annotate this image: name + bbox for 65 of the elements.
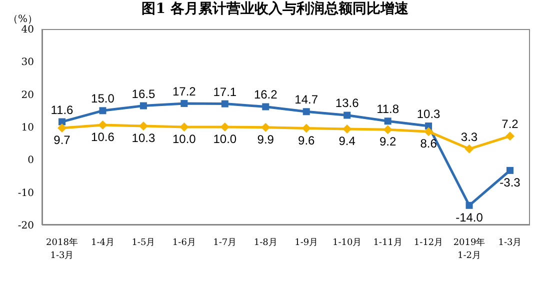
data-label: 10.3 — [416, 107, 441, 122]
point — [344, 112, 351, 119]
point — [425, 122, 432, 130]
data-label: 17.2 — [172, 84, 196, 98]
data-label: 9.7 — [54, 132, 71, 147]
point — [506, 166, 514, 174]
point — [506, 132, 514, 141]
x-tick-label: 1-7月 — [213, 238, 237, 248]
data-label: 11.8 — [376, 102, 400, 116]
data-label: 10.3 — [132, 131, 156, 146]
data-label: 9.9 — [257, 132, 274, 146]
y-tick-label: 30 — [21, 57, 34, 68]
point — [464, 144, 474, 154]
point — [140, 102, 147, 110]
x-tick-label: 1-3月 — [498, 238, 522, 248]
data-label: 9.2 — [379, 134, 396, 149]
chart-title: 图1 各月累计营业收入与利润总额同比增速 — [142, 1, 408, 17]
y-tick-label: 0 — [28, 155, 34, 166]
data-label: 17.1 — [213, 84, 237, 99]
point — [302, 124, 311, 133]
x-tick-label: 1-5月 — [132, 238, 156, 248]
x-tick-label: 1-11月 — [373, 238, 402, 248]
y-tick-label: 20 — [21, 90, 34, 101]
point — [58, 123, 66, 132]
data-label: 11.6 — [50, 102, 74, 117]
x-tick-label: 1-6月 — [172, 238, 196, 248]
x-tick-label: 2019年 1-2月 — [453, 237, 486, 261]
point — [424, 127, 434, 136]
x-tick-label: 1-12月 — [414, 238, 444, 248]
data-label: 16.2 — [254, 88, 278, 102]
x-tick-label: 2018年 1-3月 — [46, 237, 78, 261]
y-tick-label: 10 — [21, 122, 34, 134]
x-tick-label: 1-9月 — [294, 238, 318, 248]
x-tick-label: 1-4月 — [90, 238, 114, 248]
data-label: 10.6 — [91, 130, 115, 144]
data-label: 14.7 — [294, 92, 318, 107]
y-tick-label: 40 — [21, 24, 34, 36]
x-tick-label: 1-8月 — [254, 238, 278, 248]
data-label: -3.3 — [500, 175, 521, 190]
point — [221, 100, 228, 108]
point — [466, 202, 473, 209]
point — [99, 107, 106, 114]
data-label: 10.0 — [172, 132, 196, 146]
y-tick-label: -10 — [18, 188, 34, 199]
data-label: -14.0 — [456, 210, 484, 224]
data-label: 13.6 — [335, 96, 360, 110]
y-tick-label: -20 — [18, 220, 34, 232]
point — [98, 120, 108, 130]
point — [180, 100, 188, 107]
data-label: 16.5 — [132, 86, 156, 101]
data-label: 7.2 — [502, 117, 519, 132]
data-label: 9.6 — [298, 133, 316, 148]
point — [262, 103, 270, 110]
point — [180, 122, 189, 132]
data-label: 9.4 — [338, 134, 356, 148]
x-tick-label: 1-10月 — [332, 238, 362, 248]
data-label: 8.6 — [420, 136, 438, 151]
data-label: 15.0 — [91, 92, 115, 106]
data-label: 10.0 — [213, 132, 237, 146]
point — [261, 122, 270, 132]
data-label: 3.3 — [460, 130, 478, 144]
point — [384, 118, 392, 125]
y-axis-title: （%） — [8, 13, 38, 25]
point — [383, 125, 392, 134]
point — [302, 108, 310, 116]
